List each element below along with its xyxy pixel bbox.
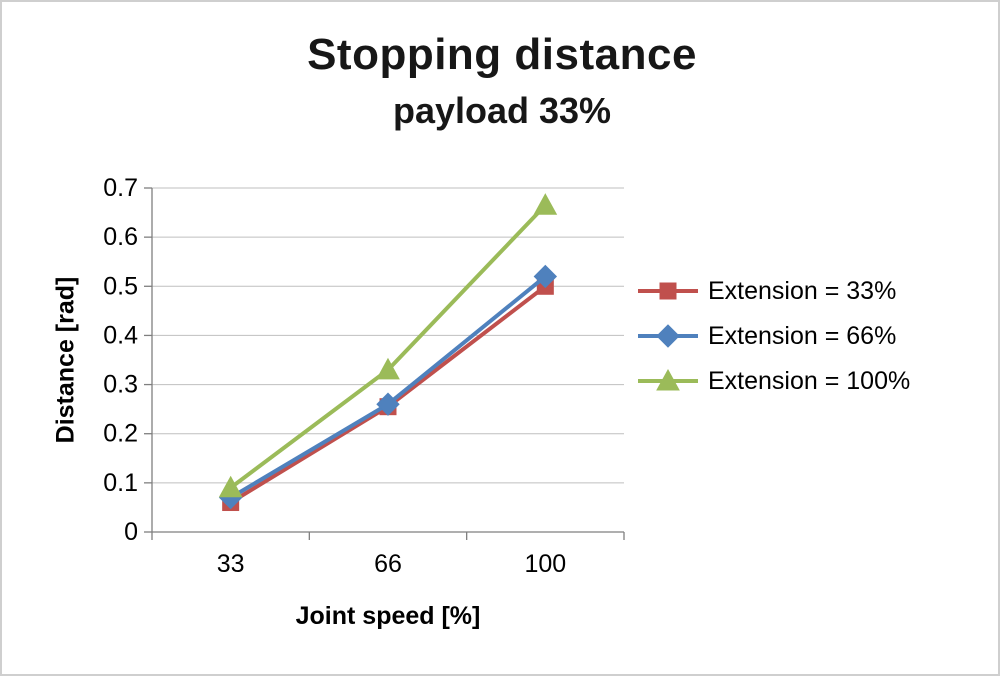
chart-title: Stopping distance: [307, 30, 697, 79]
y-tick-label: 0.4: [103, 321, 138, 349]
chart-legend: Extension = 33% Extension = 66% Extensio…: [636, 276, 910, 396]
y-tick-label: 0.2: [103, 420, 138, 448]
x-tick-label: 33: [217, 550, 245, 578]
x-axis-title: Joint speed [%]: [295, 602, 481, 630]
marker-diamond: [656, 324, 680, 348]
legend-marker-diamond-icon: [636, 323, 700, 349]
marker-diamond: [533, 264, 558, 289]
y-axis-title: Distance [rad]: [51, 276, 80, 444]
marker-square: [659, 282, 677, 300]
y-tick-label: 0.5: [103, 272, 138, 300]
series-2: [218, 264, 558, 510]
chart-subtitle: payload 33%: [392, 90, 612, 131]
legend-item-extension-33: Extension = 33%: [636, 276, 910, 306]
y-tick-label: 0.7: [103, 174, 138, 202]
x-tick-label: 66: [374, 550, 402, 578]
series-line: [229, 274, 547, 500]
y-tick-label: 0.6: [103, 223, 138, 251]
series-line: [229, 203, 547, 490]
legend-label: Extension = 33%: [708, 276, 897, 305]
marker-triangle: [533, 193, 558, 215]
legend-marker-triangle-icon: [636, 368, 700, 394]
y-tick-label: 0.3: [103, 371, 138, 399]
marker-triangle: [656, 368, 680, 391]
legend-marker-square-icon: [636, 278, 700, 304]
y-tick-label: 0: [124, 518, 138, 546]
gridlines: 0 0.1 0.2 0.3 0.4 0.5 0.6 0.7: [103, 174, 625, 546]
legend-item-extension-66: Extension = 66%: [636, 321, 910, 351]
x-tick-label: 100: [524, 550, 566, 578]
series-3: [218, 193, 558, 498]
legend-item-extension-100: Extension = 100%: [636, 366, 910, 396]
legend-label: Extension = 100%: [708, 366, 911, 395]
marker-triangle: [218, 475, 243, 498]
marker-diamond: [376, 392, 400, 416]
y-tick-label: 0.1: [103, 469, 138, 497]
marker-triangle: [376, 357, 400, 380]
legend-label: Extension = 66%: [708, 321, 897, 350]
